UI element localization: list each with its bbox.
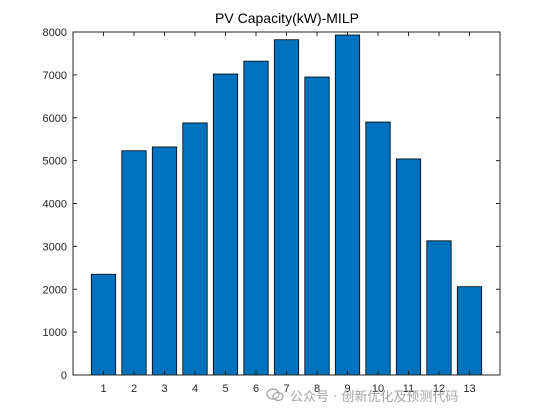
x-axis-ticks: 1 2 3 4 5 6 7 8 9 10 11 12 13 <box>100 32 476 395</box>
x-tick-label: 2 <box>131 383 137 395</box>
y-tick-label: 0 <box>61 370 67 382</box>
y-tick-label: 5000 <box>43 156 67 168</box>
y-tick-label: 1000 <box>43 327 67 339</box>
x-tick-label: 1 <box>100 383 106 395</box>
x-tick-label: 7 <box>283 383 289 395</box>
x-tick-label: 8 <box>314 383 320 395</box>
y-tick-label: 8000 <box>43 27 67 39</box>
bar-8 <box>304 76 330 376</box>
x-tick-label: 3 <box>161 383 167 395</box>
x-tick-label: 4 <box>192 383 198 395</box>
bar-12 <box>426 240 452 376</box>
bar-13 <box>456 286 483 376</box>
y-tick-label: 6000 <box>43 113 67 125</box>
bar-2 <box>121 150 147 376</box>
bar-9 <box>334 34 361 376</box>
x-tick-label: 10 <box>372 383 384 395</box>
bar-10 <box>365 121 391 376</box>
bar-11 <box>395 158 422 376</box>
bar-1 <box>90 273 117 376</box>
bars-group <box>90 34 483 376</box>
x-tick-label: 6 <box>253 383 259 395</box>
x-tick-label: 11 <box>403 383 414 395</box>
chart-title: PV Capacity(kW)-MILP <box>215 10 359 26</box>
x-tick-label: 9 <box>344 383 350 395</box>
x-tick-label: 5 <box>222 383 228 395</box>
wechat-icon <box>266 388 284 402</box>
y-axis-ticks: 0 1000 2000 3000 4000 5000 6000 7000 8000 <box>43 27 500 382</box>
watermark-text: 公众号 · 创新优化及预测代码 <box>290 389 459 405</box>
y-tick-label: 4000 <box>43 199 67 211</box>
bar-6 <box>243 60 269 376</box>
watermark: 公众号 · 创新优化及预测代码 <box>266 384 556 406</box>
y-tick-label: 3000 <box>43 241 67 253</box>
y-tick-label: 7000 <box>43 70 67 82</box>
bar-4 <box>182 122 208 376</box>
bar-7 <box>273 39 300 376</box>
y-tick-label: 2000 <box>43 284 67 296</box>
plot-frame <box>72 31 501 376</box>
bar-5 <box>212 73 239 376</box>
x-tick-label: 12 <box>433 383 445 395</box>
x-tick-label: 13 <box>463 383 475 395</box>
bar-3 <box>151 146 178 376</box>
